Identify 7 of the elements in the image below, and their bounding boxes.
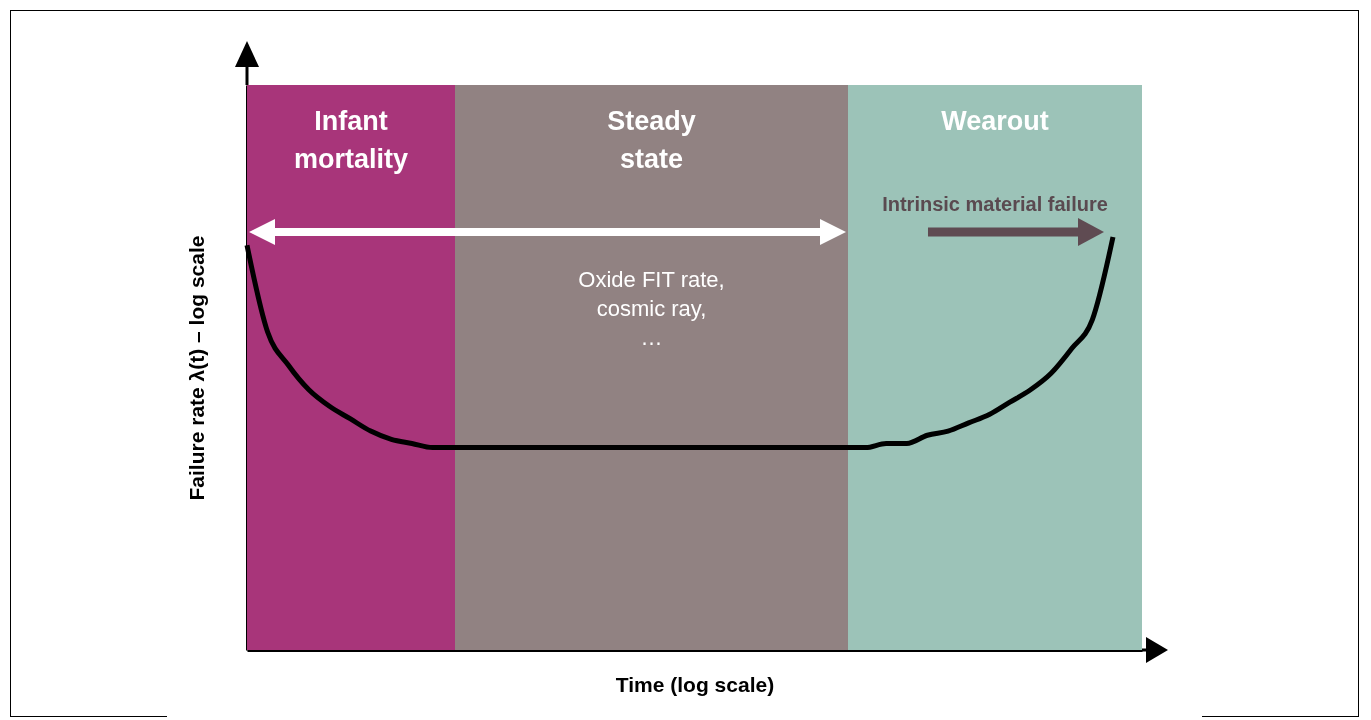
text: Steady state [607,106,696,174]
y-axis-title: Failure rate λ(t) – log scale [184,235,208,501]
text: Wearout [941,106,1049,136]
annotation: Oxide FIT rate, cosmic ray, … [578,267,725,350]
x-axis-title: Time (log scale) [615,672,775,696]
text: Intrinsic material failure [882,193,1108,215]
text: Infant mortality [293,106,409,174]
